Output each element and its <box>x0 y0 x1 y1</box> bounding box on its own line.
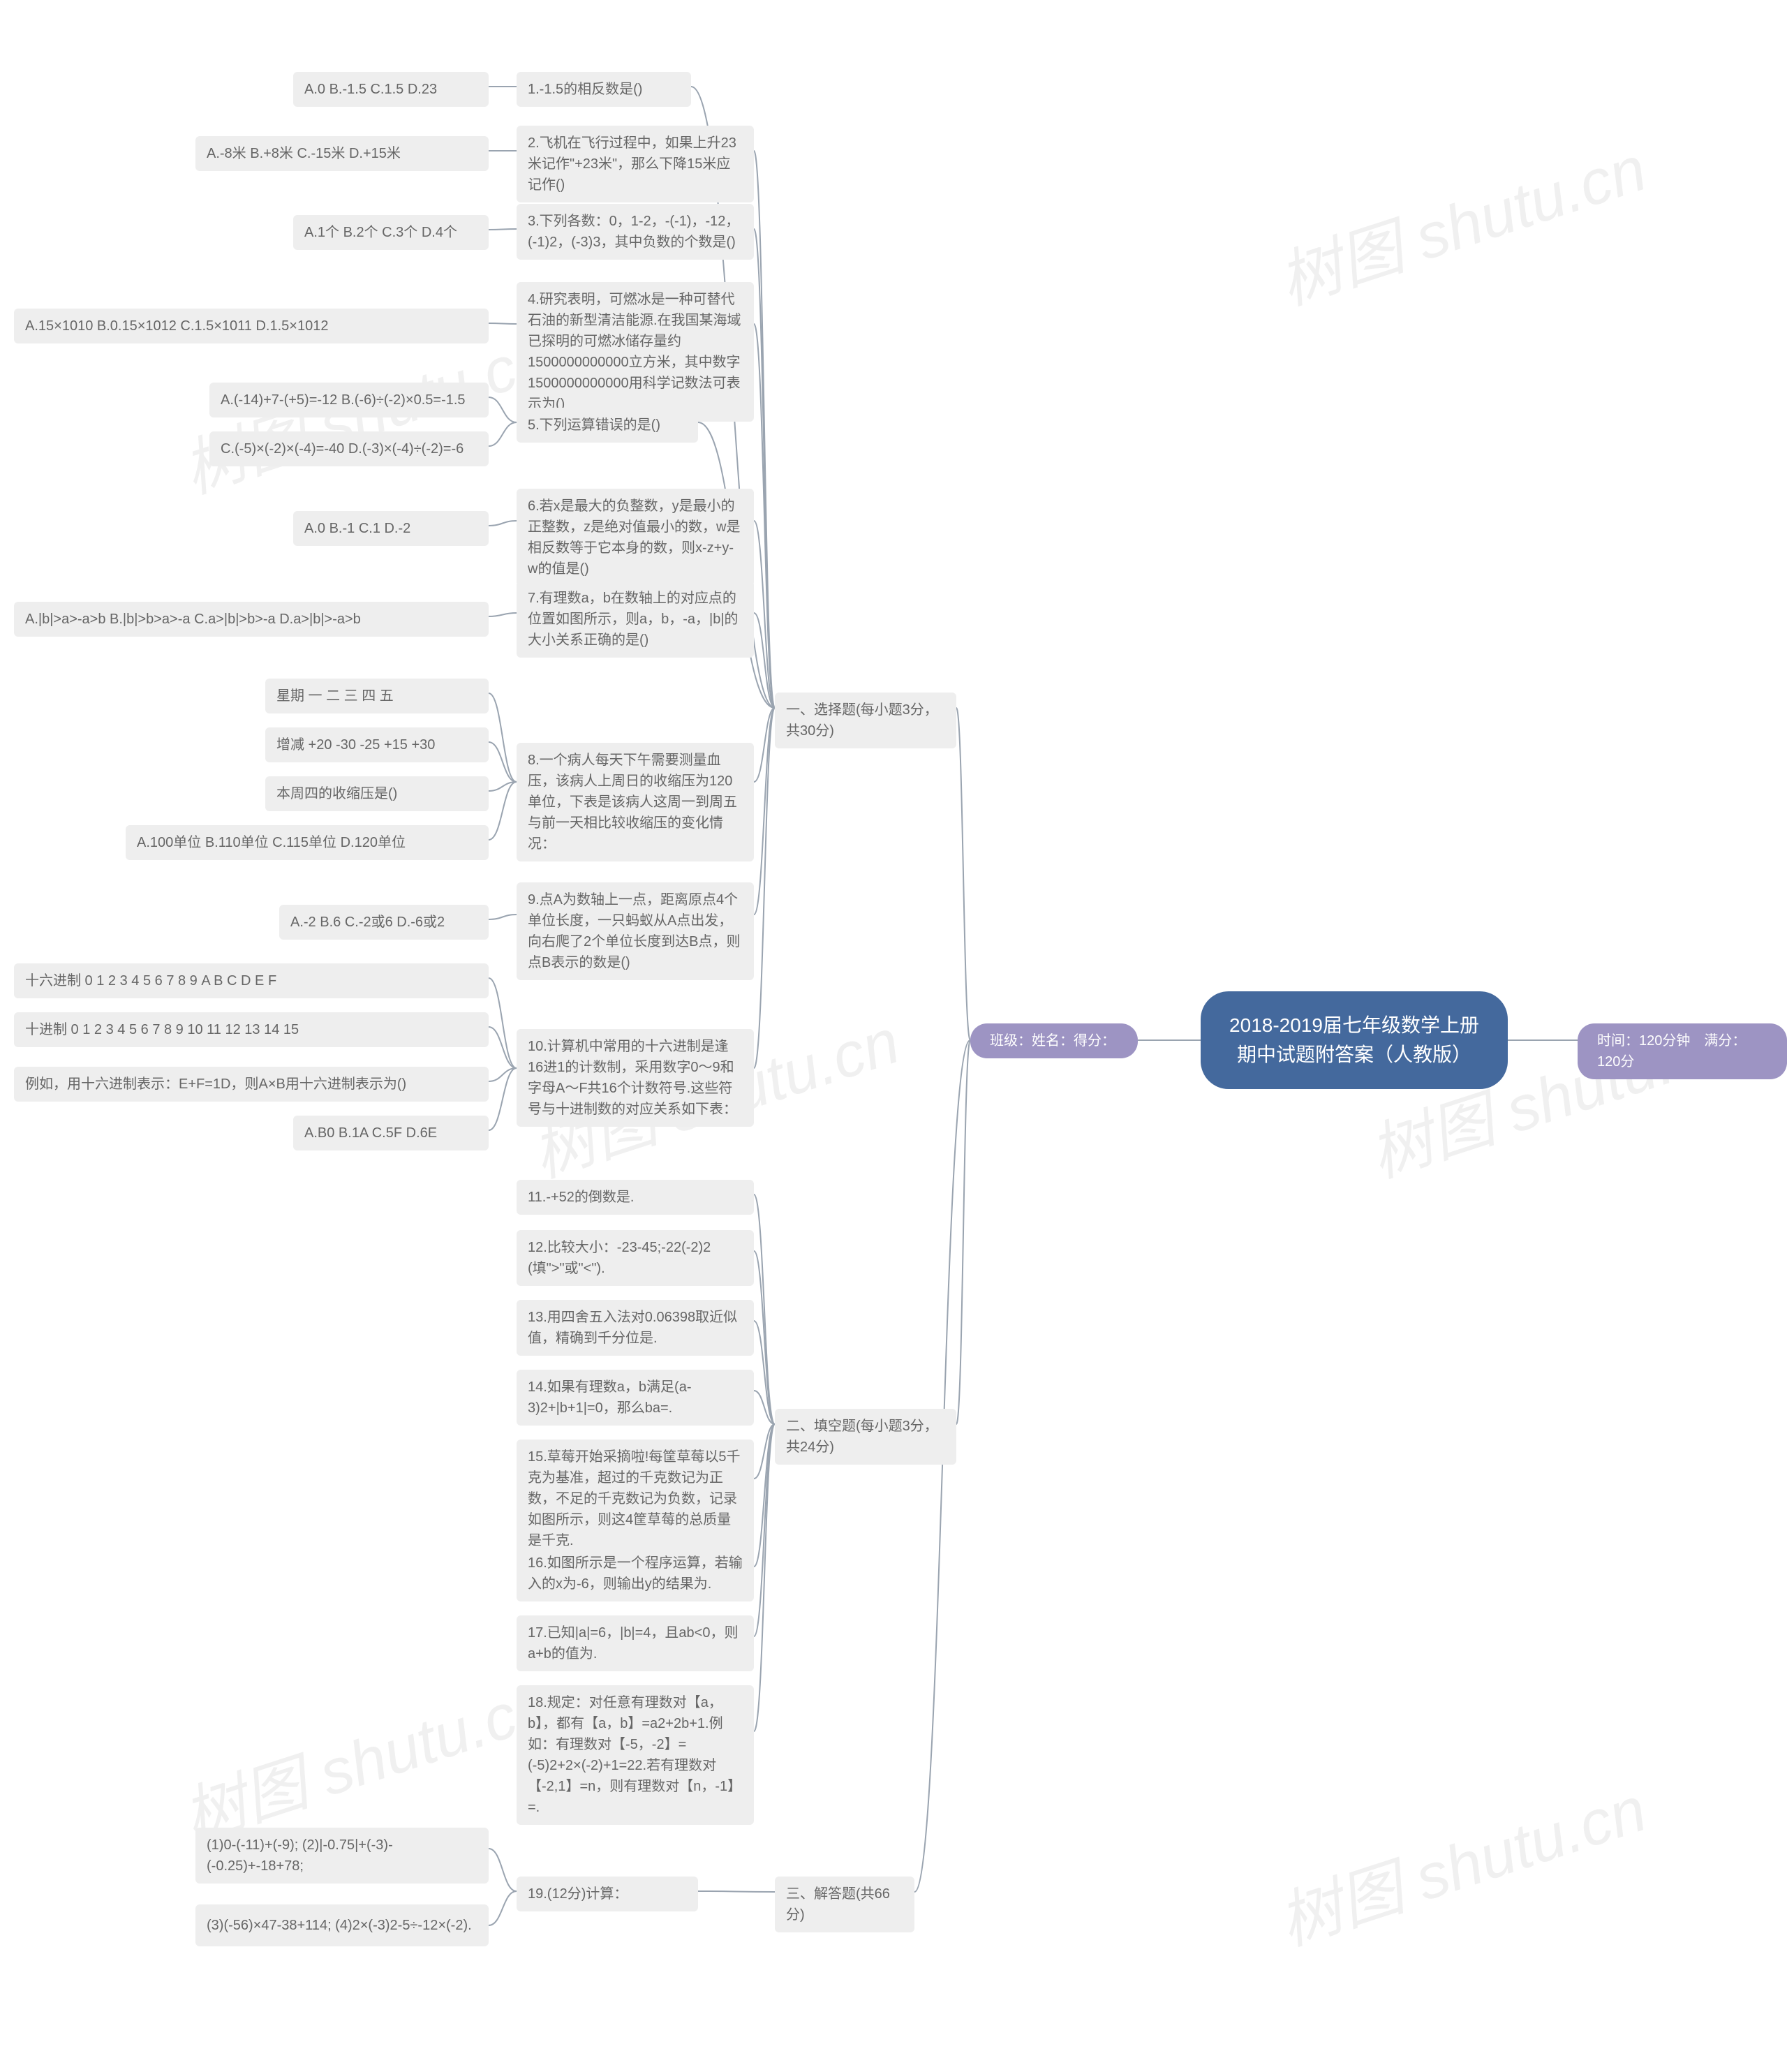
q4a: A.15×1010 B.0.15×1012 C.1.5×1011 D.1.5×1… <box>14 309 489 343</box>
q5a1-label: A.(-14)+7-(+5)=-12 B.(-6)÷(-2)×0.5=-1.5 <box>221 390 466 410</box>
q17-label: 17.已知|a|=6，|b|=4，且ab<0，则a+b的值为. <box>528 1622 743 1664</box>
q3a-label: A.1个 B.2个 C.3个 D.4个 <box>304 222 457 243</box>
q16: 16.如图所示是一个程序运算，若输入的x为-6，则输出y的结果为. <box>517 1546 754 1601</box>
q11-label: 11.-+52的倒数是. <box>528 1187 634 1208</box>
q7a-label: A.|b|>a>-a>b B.|b|>b>a>-a C.a>|b|>b>-a D… <box>25 609 361 630</box>
q2a-label: A.-8米 B.+8米 C.-15米 D.+15米 <box>207 143 401 164</box>
q15-label: 15.草莓开始采摘啦!每筐草莓以5千克为基准，超过的千克数记为正数，不足的千克数… <box>528 1446 743 1551</box>
q2-label: 2.飞机在飞行过程中，如果上升23米记作"+23米"，那么下降15米应记作() <box>528 133 743 195</box>
s1: 一、选择题(每小题3分，共30分) <box>775 693 956 748</box>
q16-label: 16.如图所示是一个程序运算，若输入的x为-6，则输出y的结果为. <box>528 1553 743 1594</box>
q5a2-label: C.(-5)×(-2)×(-4)=-40 D.(-3)×(-4)÷(-2)=-6 <box>221 438 464 459</box>
s3-label: 三、解答题(共66分) <box>786 1884 903 1925</box>
q8a2-label: 增减 +20 -30 -25 +15 +30 <box>276 734 435 755</box>
s2: 二、填空题(每小题3分，共24分) <box>775 1409 956 1465</box>
q10a2: 十进制 0 1 2 3 4 5 6 7 8 9 10 11 12 13 14 1… <box>14 1012 489 1047</box>
q19a2: (3)(-56)×47-38+114; (4)2×(-3)2-5÷-12×(-2… <box>195 1904 489 1946</box>
q13-label: 13.用四舍五入法对0.06398取近似值，精确到千分位是. <box>528 1307 743 1349</box>
q7a: A.|b|>a>-a>b B.|b|>b>a>-a C.a>|b|>b>-a D… <box>14 602 489 637</box>
q14-label: 14.如果有理数a，b满足(a-3)2+|b+1|=0，那么ba=. <box>528 1377 743 1419</box>
q6: 6.若x是最大的负整数，y是最小的正整数，z是绝对值最小的数，w是相反数等于它本… <box>517 489 754 586</box>
q5a1: A.(-14)+7-(+5)=-12 B.(-6)÷(-2)×0.5=-1.5 <box>209 383 489 417</box>
q8a1: 星期 一 二 三 四 五 <box>265 679 489 713</box>
q4-label: 4.研究表明，可燃冰是一种可替代石油的新型清洁能源.在我国某海域已探明的可燃冰储… <box>528 289 743 415</box>
q2: 2.飞机在飞行过程中，如果上升23米记作"+23米"，那么下降15米应记作() <box>517 126 754 202</box>
q10a4: A.B0 B.1A C.5F D.6E <box>293 1116 489 1150</box>
q8a4: A.100单位 B.110单位 C.115单位 D.120单位 <box>126 825 489 860</box>
s1-label: 一、选择题(每小题3分，共30分) <box>786 700 945 741</box>
q8a3-label: 本周四的收缩压是() <box>276 783 397 804</box>
watermark: 树图 shutu.cn <box>1266 118 1656 322</box>
q4a-label: A.15×1010 B.0.15×1012 C.1.5×1011 D.1.5×1… <box>25 316 328 336</box>
q5-label: 5.下列运算错误的是() <box>528 415 660 436</box>
q8: 8.一个病人每天下午需要测量血压，该病人上周日的收缩压为120单位，下表是该病人… <box>517 743 754 861</box>
q18: 18.规定：对任意有理数对【a，b】，都有【a，b】=a2+2b+1.例如：有理… <box>517 1685 754 1825</box>
q19a2-label: (3)(-56)×47-38+114; (4)2×(-3)2-5÷-12×(-2… <box>207 1915 472 1936</box>
q6-label: 6.若x是最大的负整数，y是最小的正整数，z是绝对值最小的数，w是相反数等于它本… <box>528 496 743 579</box>
q8-label: 8.一个病人每天下午需要测量血压，该病人上周日的收缩压为120单位，下表是该病人… <box>528 750 743 854</box>
time-score-label: 时间：120分钟 满分：120分 <box>1597 1030 1767 1072</box>
q8a1-label: 星期 一 二 三 四 五 <box>276 686 394 706</box>
q2a: A.-8米 B.+8米 C.-15米 D.+15米 <box>195 136 489 171</box>
q1a-label: A.0 B.-1.5 C.1.5 D.23 <box>304 79 437 100</box>
class-info: 班级：姓名：得分： <box>970 1023 1138 1058</box>
q1-label: 1.-1.5的相反数是() <box>528 79 642 100</box>
q8a2: 增减 +20 -30 -25 +15 +30 <box>265 727 489 762</box>
q9a: A.-2 B.6 C.-2或6 D.-6或2 <box>279 905 489 940</box>
q8a4-label: A.100单位 B.110单位 C.115单位 D.120单位 <box>137 832 406 853</box>
watermark: 树图 shutu.cn <box>1266 1759 1656 1962</box>
q3a: A.1个 B.2个 C.3个 D.4个 <box>293 215 489 250</box>
q10a2-label: 十进制 0 1 2 3 4 5 6 7 8 9 10 11 12 13 14 1… <box>25 1019 299 1040</box>
q7: 7.有理数a，b在数轴上的对应点的位置如图所示，则a，b，-a，|b|的大小关系… <box>517 581 754 658</box>
q18-label: 18.规定：对任意有理数对【a，b】，都有【a，b】=a2+2b+1.例如：有理… <box>528 1692 743 1818</box>
q19a1: (1)0-(-11)+(-9); (2)|-0.75|+(-3)-(-0.25)… <box>195 1828 489 1884</box>
q1: 1.-1.5的相反数是() <box>517 72 691 107</box>
class-info-label: 班级：姓名：得分： <box>990 1030 1115 1051</box>
q12: 12.比较大小：-23-45;-22(-2)2 (填">"或"<"). <box>517 1230 754 1286</box>
root-node-label: 2018-2019届七年级数学上册期中试题附答案（人教版） <box>1222 1011 1487 1070</box>
q17: 17.已知|a|=6，|b|=4，且ab<0，则a+b的值为. <box>517 1615 754 1671</box>
q19a1-label: (1)0-(-11)+(-9); (2)|-0.75|+(-3)-(-0.25)… <box>207 1835 477 1877</box>
q9-label: 9.点A为数轴上一点，距离原点4个单位长度，一只蚂蚁从A点出发，向右爬了2个单位… <box>528 889 743 973</box>
q13: 13.用四舍五入法对0.06398取近似值，精确到千分位是. <box>517 1300 754 1356</box>
q5a2: C.(-5)×(-2)×(-4)=-40 D.(-3)×(-4)÷(-2)=-6 <box>209 431 489 466</box>
q3-label: 3.下列各数：0，1-2，-(-1)，-12，(-1)2，(-3)3，其中负数的… <box>528 211 743 253</box>
s3: 三、解答题(共66分) <box>775 1877 914 1932</box>
q6a-label: A.0 B.-1 C.1 D.-2 <box>304 518 410 539</box>
q12-label: 12.比较大小：-23-45;-22(-2)2 (填">"或"<"). <box>528 1237 743 1279</box>
q9: 9.点A为数轴上一点，距离原点4个单位长度，一只蚂蚁从A点出发，向右爬了2个单位… <box>517 882 754 980</box>
q9a-label: A.-2 B.6 C.-2或6 D.-6或2 <box>290 912 445 933</box>
q5: 5.下列运算错误的是() <box>517 408 698 443</box>
s2-label: 二、填空题(每小题3分，共24分) <box>786 1416 945 1458</box>
q10a1: 十六进制 0 1 2 3 4 5 6 7 8 9 A B C D E F <box>14 963 489 998</box>
q3: 3.下列各数：0，1-2，-(-1)，-12，(-1)2，(-3)3，其中负数的… <box>517 204 754 260</box>
q10a4-label: A.B0 B.1A C.5F D.6E <box>304 1123 437 1144</box>
q19-label: 19.(12分)计算： <box>528 1884 628 1904</box>
q10a3-label: 例如，用十六进制表示：E+F=1D，则A×B用十六进制表示为() <box>25 1074 406 1095</box>
q10a1-label: 十六进制 0 1 2 3 4 5 6 7 8 9 A B C D E F <box>25 970 276 991</box>
q10a3: 例如，用十六进制表示：E+F=1D，则A×B用十六进制表示为() <box>14 1067 489 1102</box>
q14: 14.如果有理数a，b满足(a-3)2+|b+1|=0，那么ba=. <box>517 1370 754 1426</box>
q10: 10.计算机中常用的十六进制是逢16进1的计数制，采用数字0～9和字母A～F共1… <box>517 1029 754 1127</box>
q8a3: 本周四的收缩压是() <box>265 776 489 811</box>
q1a: A.0 B.-1.5 C.1.5 D.23 <box>293 72 489 107</box>
q6a: A.0 B.-1 C.1 D.-2 <box>293 511 489 546</box>
root-node: 2018-2019届七年级数学上册期中试题附答案（人教版） <box>1201 991 1508 1089</box>
q7-label: 7.有理数a，b在数轴上的对应点的位置如图所示，则a，b，-a，|b|的大小关系… <box>528 588 743 651</box>
q19: 19.(12分)计算： <box>517 1877 698 1911</box>
q10-label: 10.计算机中常用的十六进制是逢16进1的计数制，采用数字0～9和字母A～F共1… <box>528 1036 743 1120</box>
q11: 11.-+52的倒数是. <box>517 1180 754 1215</box>
time-score: 时间：120分钟 满分：120分 <box>1578 1023 1787 1079</box>
q15: 15.草莓开始采摘啦!每筐草莓以5千克为基准，超过的千克数记为正数，不足的千克数… <box>517 1440 754 1558</box>
q4: 4.研究表明，可燃冰是一种可替代石油的新型清洁能源.在我国某海域已探明的可燃冰储… <box>517 282 754 422</box>
